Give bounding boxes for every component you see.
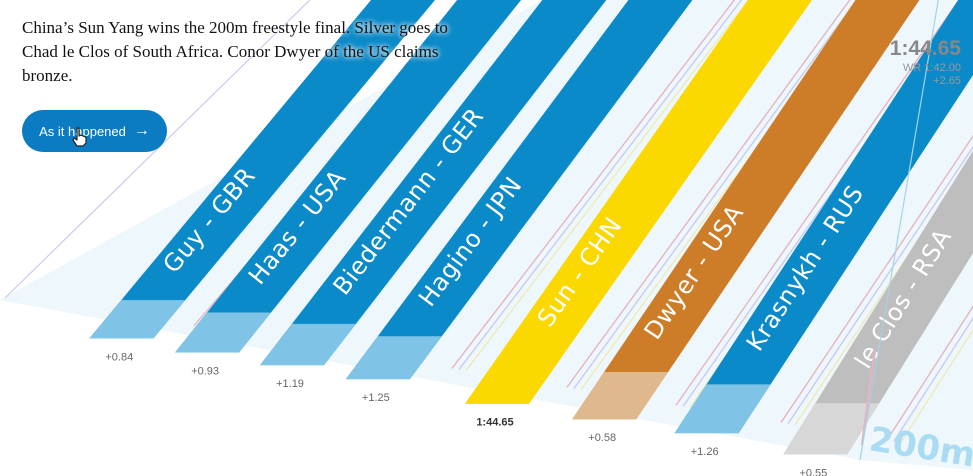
headline: China’s Sun Yang wins the 200m freestyle…: [22, 18, 448, 85]
lane-bar-5: [465, 0, 812, 404]
lane-result-8: +0.55: [799, 467, 827, 476]
lane-rope: [893, 316, 973, 442]
lane-rope: [780, 134, 973, 423]
lane-result-5: 1:44.65: [476, 417, 513, 429]
lane-finish-7: [674, 384, 771, 434]
lane-bar-3: [260, 0, 607, 366]
arrow-right-icon: →: [133, 122, 150, 139]
lane-result-4: +1.25: [362, 392, 390, 404]
lane-result-2: +0.93: [191, 365, 219, 377]
hand-cursor-icon: [72, 127, 87, 147]
winning-time: 1:44.65: [889, 37, 961, 60]
lane-bar-7: [674, 0, 973, 434]
lane-result-6: +0.58: [588, 432, 616, 444]
finish-line: [859, 0, 939, 461]
finish-rope: [860, 349, 877, 446]
lane-finish-2: [175, 312, 272, 353]
world-record-gap: +2.65: [933, 75, 961, 87]
lane-rope: [886, 305, 973, 441]
lane-bar-8: [783, 150, 973, 455]
lane-finish-3: [260, 323, 356, 366]
lane-bar-1: [89, 0, 435, 339]
pool-wall: [859, 0, 939, 461]
lane-rope: [900, 328, 973, 443]
world-record: WR 1:42.00: [902, 62, 961, 74]
as-it-happened-label: As it happened: [39, 123, 126, 139]
lane-rope: [458, 0, 743, 370]
lane-result-1: +0.84: [105, 351, 133, 363]
lane-result-7: +1.26: [691, 446, 719, 458]
lane-rope: [4, 0, 311, 299]
lane-rope: [566, 0, 851, 388]
lane-rope: [787, 145, 973, 425]
result-labels: +0.84 +0.93 +1.19 +1.25 1:44.65 +0.58 +1.26 +0.…: [105, 351, 827, 476]
lane-bar-6: [572, 0, 920, 420]
lane-rope: [675, 0, 960, 406]
lane-finish-6: [572, 372, 669, 420]
as-it-happened-button[interactable]: As it happened →: [22, 110, 167, 152]
lane-result-3: +1.19: [276, 378, 304, 390]
lane-bar-2: [175, 0, 522, 353]
lane-rope: [465, 0, 750, 372]
lane-rope: [451, 0, 736, 369]
lane-bar-4: [345, 0, 693, 380]
lane-finish-4: [345, 336, 442, 380]
lane-finish-5: [465, 358, 561, 404]
lane-finish-8: [783, 403, 880, 455]
lane-rope: [573, 0, 858, 389]
result-panel: 1:44.65 WR 1:42.00 +2.65: [890, 36, 961, 88]
lane-finish-1: [89, 300, 186, 339]
